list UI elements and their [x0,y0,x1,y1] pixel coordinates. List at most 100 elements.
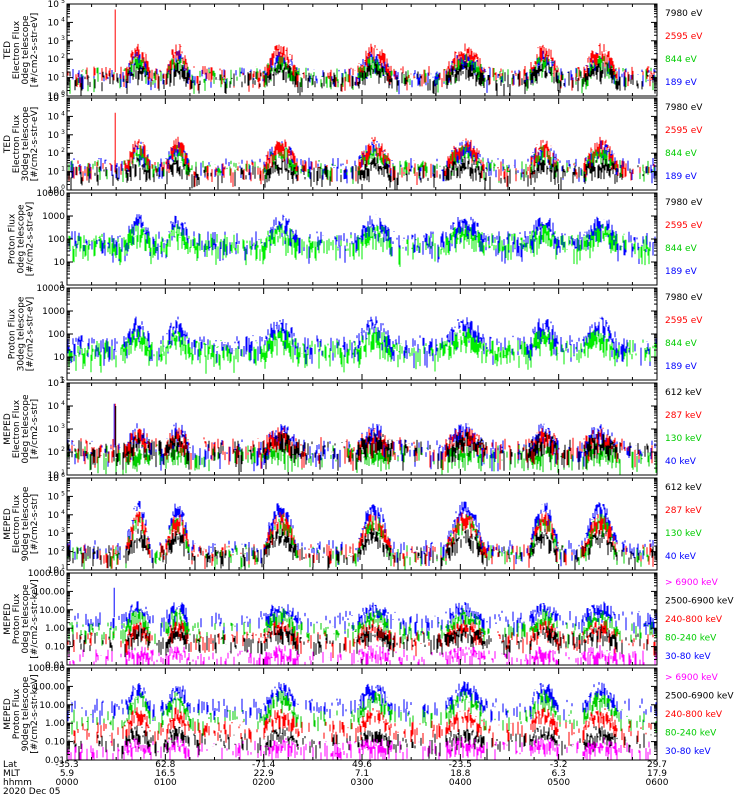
ylabel-line: [#/cm2-s-str-keV] [30,674,40,753]
legend-entry: 2595 eV [665,32,703,42]
series-2595-ev [67,9,655,92]
ytick-label: 10 [48,529,60,539]
xaxis-value: 6.3 [552,769,566,779]
ylabel-line: MEPED [3,603,13,635]
date-label: 2020 Dec 05 [3,787,61,797]
ytick-label: 10 [48,471,60,481]
series-240-800-kev [73,707,652,748]
legend-entry: 7980 eV [665,9,703,19]
legend-entry: > 6900 keV [665,578,719,588]
legend-entry: 7980 eV [665,293,703,303]
ytick-label-exponent: 5 [61,0,65,5]
ytick-label: 1.00 [45,624,65,634]
panel-series-group [67,403,657,475]
x-axis-labels: Lat -35.3 62.8 -71.4 49.6 -23.5 -3.2 29.7 MLT 5.9… [3,760,669,797]
ytick-label: 0.10 [45,643,65,653]
xaxis-value: 17.9 [647,769,667,779]
series-844-ev [68,327,657,374]
legend-entry: 240-800 keV [665,710,723,720]
ylabel-line: TED [3,41,13,60]
ylabel-line: [#/cm2-s-str-eV] [26,297,36,372]
ytick-label: 10 [48,55,60,65]
xaxis-value: -71.4 [252,760,276,770]
ylabel-line: Proton Flux [8,213,18,264]
ylabel-line: Electron Flux [12,20,22,79]
ylabel-line: MEPED [3,508,13,540]
legend-entry: 130 keV [665,434,702,444]
legend-entry: 240-800 keV [665,615,723,625]
legend-entry: 612 keV [665,388,702,398]
ytick-label: 10 [48,474,60,484]
xaxis-value: 49.6 [352,760,372,770]
ylabel-line: Proton Flux [12,688,22,739]
ytick-label: 10 [48,94,60,104]
panel-meped-proton-0deg: 0.01 0.10 1.00 10.00 100.00 1000.00 MEPED Proto… [3,569,734,671]
xaxis-value: 0200 [252,778,275,788]
ylabel-line: Proton Flux [8,308,18,359]
ylabel-line: 0deg telescope [17,204,27,274]
series-80-240-kev [71,690,657,736]
legend-entry: 844 eV [665,339,698,349]
xaxis-value: 18.8 [450,769,470,779]
ytick-label: 10 [54,258,66,268]
legend-entry: 2595 eV [665,221,703,231]
ytick-label-exponent: 1 [61,564,65,571]
legend-entry: 2595 eV [665,126,703,136]
series-612-kev [67,528,657,570]
ytick-label: 100.00 [34,587,66,597]
xaxis-value: 16.5 [155,769,175,779]
ytick-label: 10 [48,448,60,458]
ytick-label-exponent: 2 [61,53,65,60]
ylabel-line: Electron Flux [12,114,22,173]
ytick-label: 10 [48,0,60,10]
ytick-label: 10 [48,168,60,178]
ytick-label: 10 [48,112,60,122]
legend-entry: 189 eV [665,78,698,88]
ylabel-line: TED [3,135,13,154]
legend-entry: 844 eV [665,149,698,159]
xaxis-value: -23.5 [449,760,472,770]
ytick-label-exponent: 1 [61,166,65,173]
panel-frame [66,97,658,191]
legend-entry: > 6900 keV [665,673,719,683]
series-2500-6900-kev [67,624,648,659]
legend-entry: 189 eV [665,267,698,277]
ylabel-line: [#/cm2-s-str-keV] [30,579,40,658]
ytick-label-exponent: 5 [61,92,65,99]
ytick-label: 10 [48,511,60,521]
ylabel-line: [#/cm2-s-str] [30,494,40,554]
legend-entry: 189 eV [665,362,698,372]
ytick-label: 10 [48,37,60,47]
ylabel-line: [#/cm2-s-str] [30,399,40,459]
ylabel-line: Electron Flux [12,494,22,553]
ytick-label-exponent: 5 [61,490,65,497]
ytick-label-exponent: 4 [61,509,65,516]
legend-entry: 2595 eV [665,316,703,326]
panel-proton-0deg: 1 10 100 1000 10000 Proton Flux 0deg telescope… [8,189,704,291]
ytick-label-exponent: 0 [61,184,65,191]
xaxis-value: 22.9 [254,769,274,779]
ytick-label: 0.10 [45,738,65,748]
ytick-label-exponent: 3 [61,129,65,136]
legend-entry: 844 eV [665,244,698,254]
xaxis-value: -3.2 [550,760,568,770]
xaxis-value: 29.7 [647,760,667,770]
ytick-label-exponent: 2 [61,446,65,453]
ytick-label: 1000 [42,212,65,222]
ytick-label: 100.00 [34,682,66,692]
ylabel-line: [#/cm2-s-str-eV] [26,202,36,277]
panel-meped-proton-90deg: 0.01 0.10 1.00 10.00 100.00 1000.00 MEPED Proto… [3,664,734,766]
ytick-label: 10000 [36,284,65,294]
ytick-label-exponent: 1 [61,469,65,476]
ytick-label: 1 [59,281,65,291]
ytick-label-exponent: 4 [61,110,65,117]
ytick-label: 10 [48,492,60,502]
ytick-label: 10 [48,18,60,28]
ytick-label: 10 [48,131,60,141]
ylabel-line: [#/cm2-s-str-eV] [30,107,40,182]
legend-entry: 40 keV [665,457,697,467]
